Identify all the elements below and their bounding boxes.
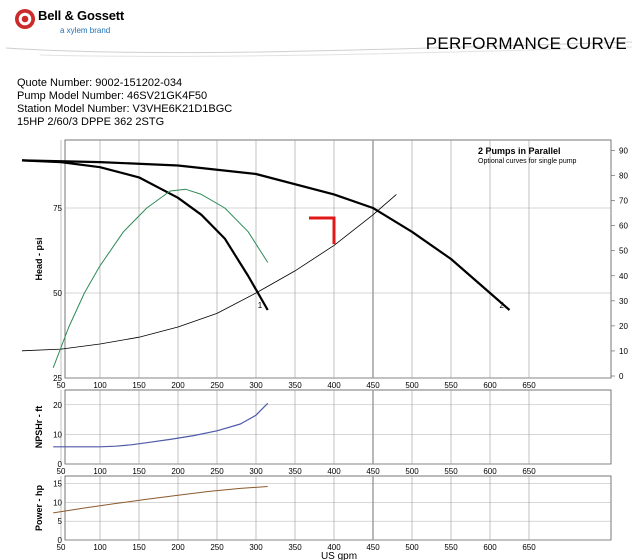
panel-npshr-xtick-label: 250 (210, 467, 224, 476)
panel-head-xtick-label: 100 (93, 381, 107, 390)
panel-power-xtick-label: 150 (132, 543, 146, 552)
panel-head-right-tick-label: 90 (619, 147, 628, 156)
panel-power-xtick-label: 250 (210, 543, 224, 552)
panel-head-right-tick-label: 70 (619, 197, 628, 206)
panel-head-series-3-line (52, 188, 269, 368)
panel-head-xtick-label: 450 (366, 381, 380, 390)
panel-npshr-series-0-line (53, 402, 269, 448)
panel-npshr-xtick-label: 450 (366, 467, 380, 476)
panel-head-series-2-line (21, 194, 397, 352)
curve-label-2: 2 (500, 301, 505, 310)
panel-head-right-tick-label: 0 (619, 372, 624, 381)
panel-power-ytick-label: 5 (58, 517, 63, 526)
panel-npshr-xtick-label: 300 (249, 467, 263, 476)
panel-npshr-ytick-label: 10 (53, 430, 62, 439)
panel-head-ytick-label: 75 (53, 204, 62, 213)
panel-head-right-tick-label: 60 (619, 222, 628, 231)
panel-head-xtick-label: 150 (132, 381, 146, 390)
panel-head-xtick-label: 250 (210, 381, 224, 390)
panel-npshr-y-axis-label: NPSHr - ft (34, 406, 44, 449)
panel-head-xtick-label: 200 (171, 381, 185, 390)
panel-power-xtick-label: 600 (483, 543, 497, 552)
panel-npshr-xtick-label: 400 (327, 467, 341, 476)
panel-power-ytick-label: 0 (58, 536, 63, 545)
panel-head-ytick-label: 50 (53, 289, 62, 298)
panel-npshr-xtick-label: 100 (93, 467, 107, 476)
motor-spec: 15HP 2/60/3 DPPE 362 2STG (17, 116, 165, 128)
panel-power-xtick-label: 100 (93, 543, 107, 552)
panel-head-right-tick-label: 50 (619, 247, 628, 256)
panel-npshr-xtick-label: 350 (288, 467, 302, 476)
panel-power-ytick-label: 10 (53, 498, 62, 507)
panel-head-xtick-label: 300 (249, 381, 263, 390)
panel-power-xtick-label: 400 (327, 543, 341, 552)
panel-power-xtick-label: 550 (444, 543, 458, 552)
panel-head-right-tick-label: 30 (619, 297, 628, 306)
panel-head-xtick-label: 650 (522, 381, 536, 390)
panel-power-xtick-label: 300 (249, 543, 263, 552)
legend-subtitle: Optional curves for single pump (478, 158, 577, 165)
panel-head-right-tick-label: 20 (619, 322, 628, 331)
page-title: PERFORMANCE CURVE (425, 34, 627, 53)
panel-head-right-tick-label: 80 (619, 172, 628, 181)
panel-head-xtick-label: 600 (483, 381, 497, 390)
brand-subtitle: a xylem brand (60, 26, 111, 35)
panel-npshr-ytick-label: 20 (53, 401, 62, 410)
x-axis-label: US gpm (321, 551, 357, 560)
curve-label-1: 1 (258, 301, 263, 310)
panel-npshr-xtick-label: 600 (483, 467, 497, 476)
bell-gossett-logo-icon (15, 9, 35, 29)
panel-head-right-tick-label: 10 (619, 347, 628, 356)
panel-npshr-xtick-label: 150 (132, 467, 146, 476)
panel-head-xtick-label: 500 (405, 381, 419, 390)
panel-head-xtick-label: 50 (57, 381, 66, 390)
panel-head-right-tick-label: 40 (619, 272, 628, 281)
brand-name: Bell & Gossett (38, 8, 125, 23)
pump-model-number: Pump Model Number: 46SV21GK4F50 (17, 90, 208, 102)
panel-power-xtick-label: 500 (405, 543, 419, 552)
quote-number: Quote Number: 9002-151202-034 (17, 77, 183, 89)
panel-head-ytick-label: 25 (53, 374, 62, 383)
panel-head-series-0-line (21, 159, 269, 311)
legend-title: 2 Pumps in Parallel (478, 146, 561, 156)
panel-head-xtick-label: 400 (327, 381, 341, 390)
panel-power-xtick-label: 50 (57, 543, 66, 552)
panel-npshr-ytick-label: 0 (58, 460, 63, 469)
panel-power-y-axis-label: Power - hp (34, 485, 44, 532)
header-swoosh (5, 41, 633, 57)
panel-head-xtick-label: 350 (288, 381, 302, 390)
panel-power-xtick-label: 450 (366, 543, 380, 552)
panel-power-xtick-label: 650 (522, 543, 536, 552)
panel-head-xtick-label: 550 (444, 381, 458, 390)
operating-point-marker (309, 216, 336, 244)
panel-npshr-xtick-label: 650 (522, 467, 536, 476)
panel-power-ytick-label: 15 (53, 480, 62, 489)
panel-power-xtick-label: 200 (171, 543, 185, 552)
panel-power-series-0-line (53, 486, 268, 514)
panel-npshr-xtick-label: 500 (405, 467, 419, 476)
panel-npshr-xtick-label: 50 (57, 467, 66, 476)
panel-head-y-axis-label: Head - psi (34, 237, 44, 280)
panel-head-series-1-line (21, 159, 511, 311)
station-model-number: Station Model Number: V3VHE6K21D1BGC (17, 103, 233, 115)
panel-npshr-xtick-label: 550 (444, 467, 458, 476)
panel-power-xtick-label: 350 (288, 543, 302, 552)
panel-npshr-xtick-label: 200 (171, 467, 185, 476)
